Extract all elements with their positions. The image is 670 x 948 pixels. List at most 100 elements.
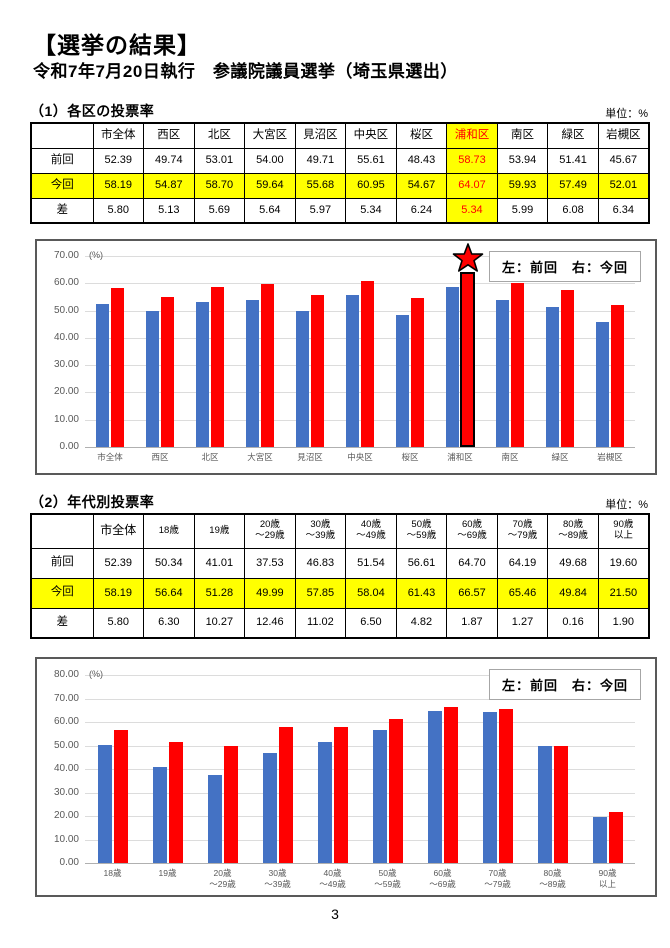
table-cell: 58.04 [345, 577, 397, 609]
x-category-label: 40歳 ～49歳 [319, 868, 346, 890]
column-header: 北区 [193, 122, 246, 149]
bar-current [261, 284, 274, 447]
section1-title: （1）各区の投票率 [30, 103, 155, 119]
grid-line [85, 283, 635, 285]
table-cell: 55.68 [294, 172, 347, 199]
bar-previous [496, 299, 509, 447]
table-cell: 37.53 [244, 547, 296, 579]
x-category-label: 20歳 ～29歳 [209, 868, 236, 890]
column-header: 30歳 ～39歳 [294, 513, 347, 549]
table-row: 今回 58.19 56.64 51.28 49.99 57.85 58.04 61.43 66.… [30, 577, 650, 609]
table-cell: 51.41 [547, 147, 599, 174]
table-cell: 66.57 [446, 577, 498, 609]
bar-previous [372, 729, 387, 863]
bar-previous [446, 286, 459, 447]
grid-line [85, 792, 635, 794]
table-cell: 57.85 [294, 577, 347, 609]
bar-previous [196, 302, 209, 447]
grid-line [85, 698, 635, 700]
grid-line [85, 722, 635, 723]
column-header: 桜区 [395, 122, 448, 149]
grid-line [85, 365, 635, 367]
unit-label: (%) [89, 669, 103, 679]
bar-current [223, 745, 238, 863]
grid-line [85, 839, 635, 841]
bar-current [361, 280, 374, 447]
table-row: 差 5.80 6.30 10.27 12.46 11.02 6.50 4.82 1.87 1.27… [30, 607, 650, 639]
table-cell: 0.16 [547, 607, 599, 639]
y-tick-label: 30.00 [53, 359, 79, 371]
table-cell: 58.70 [193, 172, 246, 199]
column-header: 70歳 ～79歳 [496, 513, 549, 549]
table-row: 前回 52.39 49.74 53.01 54.00 49.71 55.61 48.43 58.… [30, 147, 650, 174]
bar-current [498, 709, 513, 863]
y-tick-label: 30.00 [53, 786, 79, 798]
bar-previous [296, 311, 309, 447]
x-category-label: 中央区 [347, 452, 373, 462]
table-cell: 48.43 [395, 147, 448, 174]
bar-current [113, 729, 128, 863]
x-category-label: 見沼区 [297, 452, 323, 462]
table-cell: 5.64 [244, 197, 296, 224]
table-cell: 5.34 [345, 197, 397, 224]
table-cell: 19.60 [597, 547, 650, 579]
bar-previous [317, 741, 332, 863]
bar-current [443, 706, 458, 863]
table-cell: 59.93 [496, 172, 549, 199]
table-cell: 52.01 [597, 172, 650, 199]
age-turnout-table: 市全体 18歳 19歳 20歳 ～29歳 30歳 ～39歳 40歳 ～49歳 50歳 ～59… [30, 513, 650, 639]
grid-line [85, 769, 635, 770]
table-cell: 58.19 [92, 172, 145, 199]
table-cell: 6.24 [395, 197, 448, 224]
y-tick-label: 20.00 [53, 810, 79, 821]
bar-current [611, 305, 624, 447]
table-cell: 21.50 [597, 577, 650, 609]
table-cell: 54.87 [143, 172, 195, 199]
grid-line [85, 392, 635, 394]
table-cell: 50.34 [143, 547, 195, 579]
x-category-label: 30歳 ～39歳 [264, 868, 291, 890]
x-category-label: 80歳 ～89歳 [539, 868, 566, 890]
column-header: 大宮区 [244, 122, 296, 149]
y-tick-label: 40.00 [53, 331, 79, 343]
column-header: 西区 [143, 122, 195, 149]
table-cell: 5.80 [92, 197, 145, 224]
bar-previous [592, 816, 607, 863]
bar-previous [482, 712, 497, 863]
column-header: 市全体 [92, 513, 145, 549]
grid-line [85, 745, 635, 747]
x-category-label: 西区 [151, 452, 169, 462]
unit-label: (%) [89, 250, 103, 260]
page-subtitle: 令和7年7月20日執行 参議院議員選挙（埼玉県選出） [33, 62, 458, 81]
table-cell: 49.99 [244, 577, 296, 609]
x-category-label: 浦和区 [447, 452, 473, 462]
x-category-label: 19歳 [158, 868, 177, 878]
table-cell: 5.80 [92, 607, 145, 639]
x-category-label: 桜区 [401, 452, 419, 462]
table-cell: 6.08 [547, 197, 599, 224]
table-cell: 64.07 [446, 172, 498, 199]
table-cell: 6.34 [597, 197, 650, 224]
table-cell: 58.19 [92, 577, 145, 609]
bar-current [608, 812, 623, 863]
grid-line [85, 256, 635, 257]
table-cell: 53.01 [193, 147, 246, 174]
table-cell: 54.67 [395, 172, 448, 199]
table-cell: 53.94 [496, 147, 549, 174]
table-cell: 56.64 [143, 577, 195, 609]
page-title: 【選挙の結果】 [33, 32, 201, 58]
table-cell: 52.39 [92, 147, 145, 174]
table-corner-cell [30, 513, 94, 549]
bar-current [561, 290, 574, 447]
row-label-cell: 前回 [30, 147, 94, 174]
table-cell: 10.27 [193, 607, 246, 639]
chart-legend: 左：前回 右：今回 [488, 251, 641, 282]
table-cell: 49.68 [547, 547, 599, 579]
section2-unit-label: 単位：% [605, 499, 648, 511]
table-cell: 49.74 [143, 147, 195, 174]
column-header: 浦和区 [446, 122, 498, 149]
column-header: 20歳 ～29歳 [244, 513, 296, 549]
table-cell: 1.27 [496, 607, 549, 639]
table-cell: 64.70 [446, 547, 498, 579]
table-cell: 59.64 [244, 172, 296, 199]
